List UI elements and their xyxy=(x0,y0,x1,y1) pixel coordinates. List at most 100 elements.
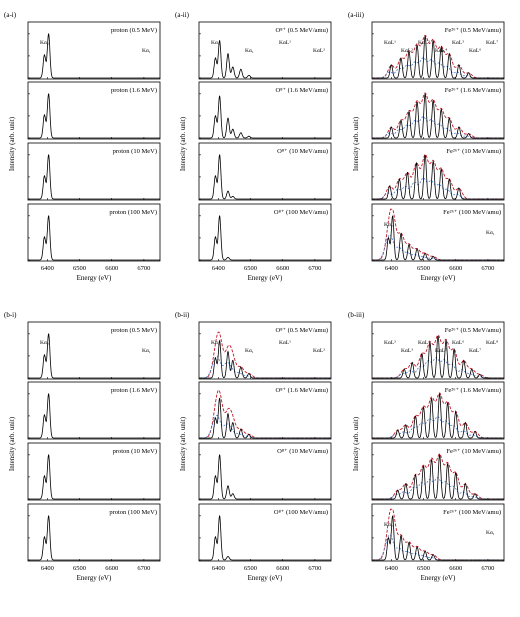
spectrum-line xyxy=(372,93,504,139)
x-axis-label: Energy (eV) xyxy=(421,574,456,582)
panel-frame xyxy=(371,81,505,140)
spectrum-line xyxy=(372,35,504,79)
panel-frame xyxy=(198,381,332,440)
panel-label: Fe²⁶⁺ (10 MeV/amu) xyxy=(446,448,501,455)
x-axis-label: Energy (eV) xyxy=(77,574,112,582)
spectrum-line xyxy=(199,339,331,379)
peak-annotation: KαL⁴ xyxy=(435,48,447,54)
peak-annotation: KαL⁴ xyxy=(418,340,430,346)
spectrum-line xyxy=(28,333,160,379)
peak-annotation: KαL⁵ xyxy=(452,40,464,46)
panel-label: O⁸⁺ (10 MeV/amu) xyxy=(277,148,328,155)
x-tick-label: 6700 xyxy=(308,565,321,572)
panel-frame xyxy=(27,21,161,80)
x-tick-label: 6600 xyxy=(276,265,289,272)
peak-annotation: KαL¹ xyxy=(384,40,396,46)
panel-frame xyxy=(198,503,332,562)
spectrum-line xyxy=(28,454,160,500)
panel-frame xyxy=(27,203,161,262)
peak-annotation: KαL² xyxy=(401,48,413,54)
panel-frame xyxy=(371,203,505,262)
x-tick-label: 6500 xyxy=(244,265,257,272)
peak-annotation: Kα₁ xyxy=(142,48,151,54)
x-tick-label: 6600 xyxy=(105,565,118,572)
x-tick-label: 6600 xyxy=(105,265,118,272)
panel-frame xyxy=(27,381,161,440)
peak-annotation: Kα₂ xyxy=(40,340,49,346)
peak-annotation: KαL² xyxy=(313,48,325,54)
fit-curve-blue xyxy=(372,234,504,261)
spectrum-line xyxy=(199,39,331,79)
x-tick-label: 6700 xyxy=(137,565,150,572)
x-tick-label: 6700 xyxy=(481,565,494,572)
spectrum-line xyxy=(199,397,331,439)
peak-annotation: KαL³ xyxy=(418,40,430,46)
panel-label: Fe²⁶⁺ (1.6 MeV/amu) xyxy=(445,87,501,94)
spectrum-line xyxy=(28,393,160,439)
panel-frame xyxy=(198,321,332,380)
panel-label: O⁸⁺ (0.5 MeV/amu) xyxy=(276,327,328,334)
x-tick-label: 6600 xyxy=(276,565,289,572)
fit-curve-blue xyxy=(372,57,504,79)
peak-annotation: Kα₁ xyxy=(142,348,151,354)
spectrum-line xyxy=(28,215,160,261)
panel-group-label: (b-i) xyxy=(4,311,17,319)
panel-label: proton (1.6 MeV) xyxy=(111,87,157,94)
fit-curve-blue xyxy=(372,357,504,379)
panel-label: Fe²⁶⁺ (100 MeV/amu) xyxy=(443,209,501,216)
spectrum-line xyxy=(372,392,504,439)
fit-curve-red xyxy=(199,331,331,379)
peak-annotation: KαL² xyxy=(313,348,325,354)
panel-group-label: (a-ii) xyxy=(175,11,190,19)
x-tick-label: 6700 xyxy=(308,265,321,272)
panel-group-label: (b-iii) xyxy=(348,311,365,319)
y-axis-label: Intensity (arb. unit) xyxy=(179,416,187,471)
panel-label: O⁸⁺ (0.5 MeV/amu) xyxy=(276,27,328,34)
spectrum-line xyxy=(28,33,160,79)
panel-frame xyxy=(198,81,332,140)
spectrum-line xyxy=(372,335,504,379)
x-tick-label: 6400 xyxy=(212,565,225,572)
spectrum-line xyxy=(372,515,504,561)
spectrum-line xyxy=(199,95,331,139)
spectrum-line xyxy=(372,215,504,261)
x-axis-label: Energy (eV) xyxy=(248,274,283,282)
spectrum-line xyxy=(199,515,331,561)
x-tick-label: 6600 xyxy=(449,565,462,572)
peak-annotation: Kα₁ xyxy=(486,530,495,536)
x-tick-label: 6500 xyxy=(73,565,86,572)
y-axis-label: Intensity (arb. unit) xyxy=(352,416,360,471)
fit-curve-red xyxy=(372,208,504,261)
panel-label: Fe²⁶⁺ (100 MeV/amu) xyxy=(443,509,501,516)
x-tick-label: 6400 xyxy=(212,265,225,272)
panel-frame xyxy=(27,81,161,140)
spectrum-line xyxy=(28,93,160,139)
panel-label: proton (100 MeV) xyxy=(109,209,157,216)
fit-curve-red xyxy=(372,508,504,561)
x-tick-label: 6500 xyxy=(73,265,86,272)
panel-label: Fe²⁶⁺ (0.5 MeV/amu) xyxy=(445,27,501,34)
panel-frame xyxy=(371,503,505,562)
panel-label: proton (1.6 MeV) xyxy=(111,387,157,394)
x-tick-label: 6400 xyxy=(41,265,54,272)
peak-annotation: Kα₂ xyxy=(211,340,220,346)
x-tick-label: 6700 xyxy=(137,265,150,272)
fit-curve-red xyxy=(372,92,504,139)
fit-curve-blue xyxy=(199,414,331,439)
panel-frame xyxy=(198,203,332,262)
y-axis-label: Intensity (arb. unit) xyxy=(179,116,187,171)
x-tick-label: 6400 xyxy=(41,565,54,572)
panel-label: proton (0.5 MeV) xyxy=(111,327,157,334)
fit-curve-blue xyxy=(372,534,504,561)
fit-curve-red xyxy=(372,334,504,379)
panel-frame xyxy=(371,21,505,80)
x-tick-label: 6400 xyxy=(385,565,398,572)
panel-label: Fe²⁶⁺ (1.6 MeV/amu) xyxy=(445,387,501,394)
peak-annotation: KαL⁶ xyxy=(452,340,464,346)
fit-curve-red xyxy=(372,154,504,200)
peak-annotation: Kα₁ xyxy=(245,48,254,54)
y-axis-label: Intensity (arb. unit) xyxy=(352,116,360,171)
panel-frame xyxy=(27,321,161,380)
x-tick-label: 6400 xyxy=(385,265,398,272)
